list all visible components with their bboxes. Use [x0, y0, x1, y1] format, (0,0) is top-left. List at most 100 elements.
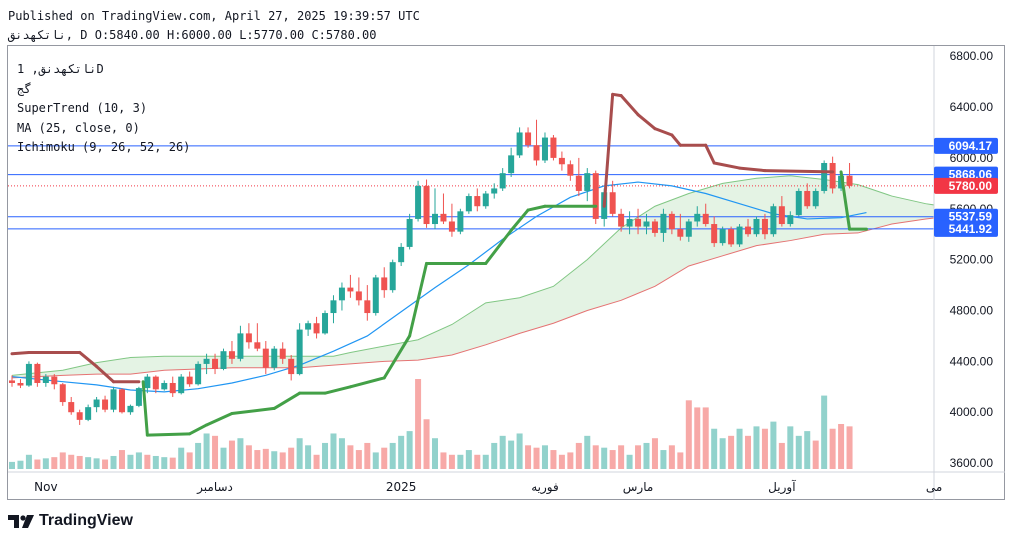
- candle: [745, 218, 752, 237]
- candle-body: [347, 287, 354, 292]
- candle-body: [533, 145, 540, 161]
- legend-ma[interactable]: MA (25, close, 0): [17, 120, 140, 135]
- volume-bar: [406, 431, 413, 469]
- supertrend-segment: [636, 113, 657, 131]
- candle: [432, 188, 438, 230]
- candle-body: [237, 333, 244, 359]
- volume-bar: [761, 428, 768, 469]
- candle: [618, 208, 625, 232]
- volume-bar: [677, 452, 684, 469]
- volume-bar: [525, 445, 532, 469]
- time-tick-label: مارس: [623, 480, 654, 495]
- volume-bar: [220, 447, 227, 469]
- price-tick-label: 6000.00: [950, 151, 994, 165]
- candle: [609, 180, 616, 217]
- supertrend-segment: [230, 406, 276, 416]
- candle-body: [812, 190, 819, 207]
- volume-bar: [685, 400, 692, 469]
- volume-bar: [626, 454, 633, 469]
- volume-bar: [541, 445, 548, 469]
- candle-body: [135, 388, 142, 406]
- candle-body: [178, 376, 185, 394]
- candle-body: [144, 376, 151, 389]
- candle: [228, 341, 235, 364]
- volume-bar: [491, 442, 498, 469]
- candle-body: [592, 173, 599, 219]
- candle-body: [195, 363, 202, 385]
- candle-body: [355, 291, 362, 301]
- interval-label: D: [80, 28, 88, 42]
- legend-ichimoku[interactable]: Ichimoku (9, 26, 52, 26): [17, 140, 191, 154]
- volume-bar: [76, 455, 83, 469]
- candle-body: [677, 229, 684, 237]
- volume-bar: [144, 454, 151, 469]
- supertrend-segment: [653, 127, 674, 137]
- volume-bar: [296, 438, 303, 469]
- volume-bar: [711, 428, 718, 469]
- volume-bar: [17, 460, 24, 469]
- candle: [448, 203, 455, 237]
- volume-bar: [271, 451, 278, 469]
- candle: [59, 382, 66, 406]
- candle: [508, 147, 515, 177]
- candle-body: [68, 402, 75, 413]
- candle: [770, 203, 777, 237]
- candle-body: [305, 323, 312, 330]
- price-tick-label: 4000.00: [950, 405, 994, 419]
- candle-body: [787, 215, 794, 225]
- candle-body: [525, 132, 532, 146]
- volume-bar: [102, 459, 109, 469]
- candle-body: [558, 157, 565, 165]
- supertrend-segment: [484, 228, 513, 265]
- candle: [135, 386, 142, 408]
- supertrend-segment: [763, 169, 835, 174]
- candle-body: [584, 173, 591, 191]
- candle: [203, 353, 210, 375]
- symbol-ohlc-line: ناتکهدنق, D O:5840.00 H:6000.00 L:5770.0…: [8, 28, 376, 42]
- volume-bar: [389, 442, 396, 469]
- ichimoku-span-b: [11, 217, 934, 379]
- candle-body: [491, 188, 498, 194]
- volume-bar: [778, 442, 785, 469]
- supertrend-segment: [188, 423, 209, 436]
- candle-body: [186, 376, 193, 385]
- volume-bar: [601, 447, 608, 469]
- candle: [753, 216, 760, 237]
- volume-bar: [643, 442, 650, 469]
- tradingview-logo-icon: [8, 515, 34, 528]
- volume-bar: [355, 450, 362, 469]
- candle-body: [279, 348, 286, 359]
- candle: [25, 361, 32, 387]
- candle-body: [245, 333, 252, 343]
- candle: [178, 374, 185, 395]
- candle-body: [152, 376, 159, 390]
- candle-body: [482, 193, 489, 207]
- candle-body: [203, 358, 210, 364]
- candle: [482, 190, 489, 209]
- candle-body: [643, 221, 650, 227]
- supertrend-segment: [205, 412, 234, 427]
- candle: [440, 193, 447, 225]
- legend-symbol[interactable]: ناتکهدنق, 1D: [17, 62, 104, 76]
- legend-supertrend[interactable]: SuperTrend (10, 3): [17, 101, 148, 115]
- supertrend-segment: [704, 143, 716, 165]
- candle: [516, 127, 523, 158]
- candle-body: [102, 399, 109, 410]
- candle: [152, 375, 159, 394]
- supertrend-segment: [78, 350, 99, 368]
- level-price-tag: [934, 220, 998, 237]
- candle: [499, 168, 506, 191]
- volume-bar: [9, 461, 15, 469]
- candle-body: [381, 277, 388, 291]
- candle: [17, 379, 24, 389]
- chart-panel-frame: [7, 45, 1005, 500]
- candle-body: [262, 348, 269, 368]
- supertrend-segment: [408, 261, 429, 338]
- volume-bar: [668, 445, 675, 469]
- candle: [51, 374, 58, 390]
- candle-body: [575, 175, 582, 191]
- volume-bar: [288, 447, 295, 469]
- candle: [245, 323, 252, 349]
- candle: [195, 361, 202, 386]
